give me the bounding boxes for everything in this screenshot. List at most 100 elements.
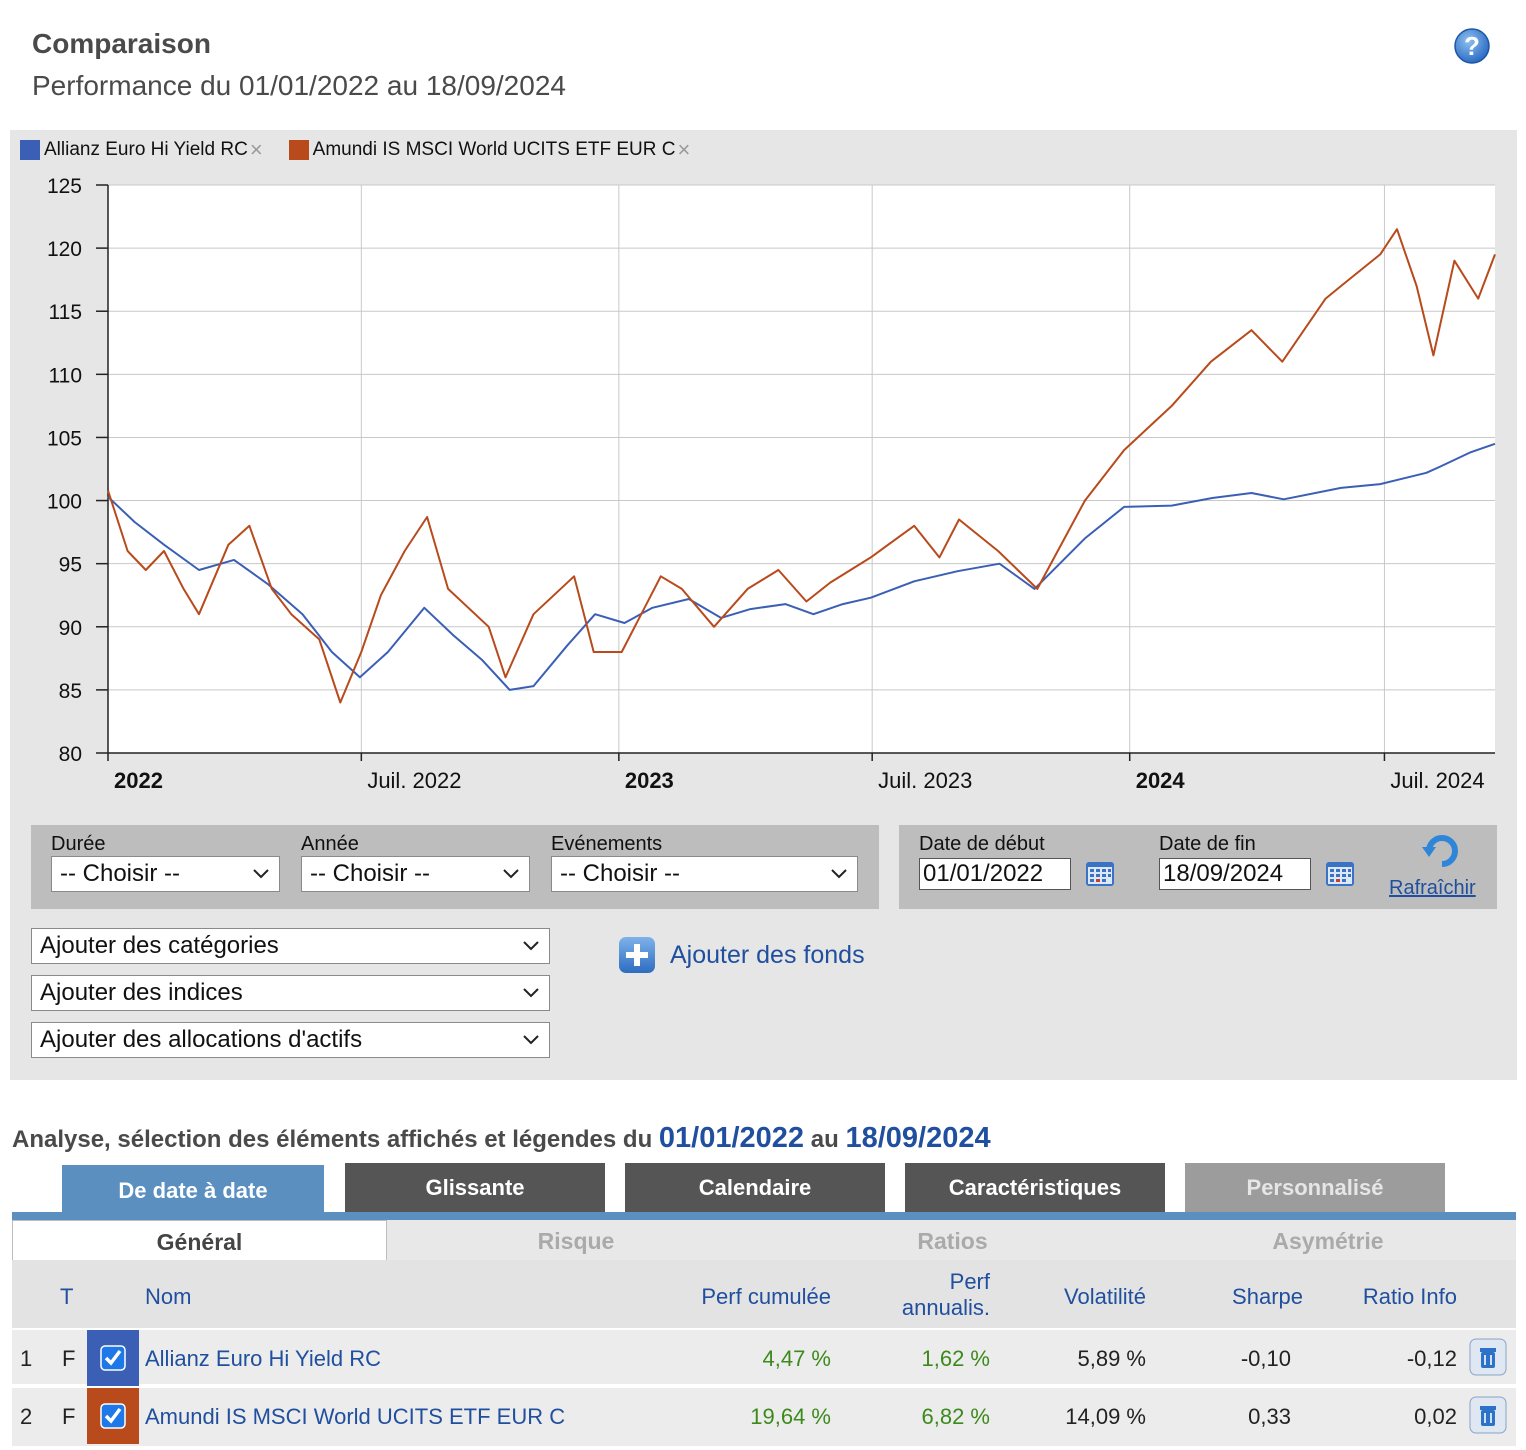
table-row: 2 F Amundi IS MSCI World UCITS ETF EUR C… xyxy=(12,1386,1516,1446)
col-header-volatilite[interactable]: Volatilité xyxy=(1064,1284,1146,1309)
annee-select[interactable]: -- Choisir -- xyxy=(301,856,530,892)
date-fin-label: Date de fin xyxy=(1159,833,1256,855)
legend-label-series-2: Amundi IS MSCI World UCITS ETF EUR C xyxy=(312,139,676,160)
row-type: F xyxy=(62,1404,76,1429)
y-tick-label: 115 xyxy=(49,301,82,324)
subtab-risque[interactable]: Risque xyxy=(537,1228,615,1254)
col-header-nom[interactable]: Nom xyxy=(145,1284,192,1309)
row-nom-link[interactable]: Allianz Euro Hi Yield RC xyxy=(145,1346,381,1371)
y-tick-label: 85 xyxy=(59,680,82,703)
performance-chart: 80 85 90 95 100 105 110 115 120 125 2022 Juil. 2022… xyxy=(47,175,1496,793)
chevron-down-icon xyxy=(523,941,539,951)
tab-caracteristiques[interactable]: Caractéristiques xyxy=(905,1163,1165,1213)
subtab-asymetrie[interactable]: Asymétrie xyxy=(1272,1228,1384,1254)
calendar-icon[interactable] xyxy=(1325,861,1355,887)
analyse-prefix: Analyse, sélection des éléments affichés… xyxy=(12,1126,653,1153)
tab-glissante[interactable]: Glissante xyxy=(345,1163,605,1213)
chevron-down-icon xyxy=(523,1035,539,1045)
x-tick-label: 2024 xyxy=(1136,768,1186,793)
tab-personnalise[interactable]: Personnalisé xyxy=(1185,1163,1445,1213)
legend-label-series-1: Allianz Euro Hi Yield RC xyxy=(44,139,248,160)
col-header-perf-annualis-line1[interactable]: Perf xyxy=(949,1269,990,1294)
x-tick-label: Juil. 2024 xyxy=(1390,768,1484,793)
ajouter-indices-select[interactable]: Ajouter des indices xyxy=(31,975,550,1011)
col-header-perf-annualis-line2[interactable]: annualis. xyxy=(901,1295,990,1320)
ajouter-fonds-label: Ajouter des fonds xyxy=(670,940,865,969)
y-tick-label: 90 xyxy=(59,617,82,640)
row-perf-cumulee: 4,47 % xyxy=(762,1346,832,1371)
row-sharpe: 0,33 xyxy=(1248,1404,1291,1429)
chart-legend: Allianz Euro Hi Yield RC × Amundi IS MSC… xyxy=(20,136,716,164)
row-perf-cumulee: 19,64 % xyxy=(750,1404,831,1429)
evenements-label: Evénements xyxy=(551,833,663,855)
row-perf-annualis: 6,82 % xyxy=(921,1404,991,1429)
x-tick-label: Juil. 2022 xyxy=(367,768,461,793)
series-visible-checkbox[interactable] xyxy=(87,1330,139,1386)
x-tick-label: 2022 xyxy=(114,768,163,793)
date-debut-input[interactable]: 01/01/2022 xyxy=(919,858,1071,890)
calendar-icon[interactable] xyxy=(1085,861,1115,887)
y-tick-label: 80 xyxy=(59,743,82,766)
col-header-perf-cumulee[interactable]: Perf cumulée xyxy=(701,1284,831,1309)
chevron-down-icon xyxy=(523,988,539,998)
plus-icon xyxy=(619,937,655,973)
duree-label: Durée xyxy=(51,833,106,855)
col-header-t: T xyxy=(60,1284,74,1309)
ajouter-categories-label: Ajouter des catégories xyxy=(40,932,279,959)
row-type: F xyxy=(62,1346,76,1371)
table-row: 1 F Allianz Euro Hi Yield RC 4,47 % 1,62… xyxy=(12,1328,1516,1386)
ajouter-categories-select[interactable]: Ajouter des catégories xyxy=(31,928,550,964)
legend-item-series-2: Amundi IS MSCI World UCITS ETF EUR C × xyxy=(288,137,691,162)
x-tick-label: 2023 xyxy=(625,768,674,793)
duree-select[interactable]: -- Choisir -- xyxy=(51,856,280,892)
row-nom-link[interactable]: Amundi IS MSCI World UCITS ETF EUR C xyxy=(145,1404,566,1429)
legend-swatch-series-1 xyxy=(20,140,40,160)
remove-series-2-icon[interactable]: × xyxy=(677,137,691,162)
delete-row-icon[interactable] xyxy=(1469,1396,1507,1434)
annee-select-value: -- Choisir -- xyxy=(310,860,430,887)
tab-underline xyxy=(12,1212,1516,1220)
series-line-2 xyxy=(107,228,1496,704)
period-filter-box: Durée Année Evénements -- Choisir -- -- … xyxy=(31,825,879,909)
refresh-link[interactable]: Rafraîchir xyxy=(1389,877,1476,899)
series-line-1 xyxy=(107,442,1496,691)
legend-swatch-series-2 xyxy=(288,140,309,160)
page-title: Comparaison xyxy=(32,28,211,59)
y-tick-label: 100 xyxy=(47,491,82,514)
y-tick-label: 110 xyxy=(49,364,82,387)
chevron-down-icon xyxy=(831,869,847,879)
help-icon[interactable]: ? xyxy=(1452,26,1492,66)
y-tick-label: 120 xyxy=(47,238,82,261)
refresh-icon[interactable] xyxy=(1421,831,1463,867)
analyse-middle: au xyxy=(810,1126,839,1153)
page-subtitle: Performance du 01/01/2022 au 18/09/2024 xyxy=(32,70,566,101)
x-tick-label: Juil. 2023 xyxy=(878,768,972,793)
row-sharpe: -0,10 xyxy=(1240,1346,1291,1371)
delete-row-icon[interactable] xyxy=(1469,1338,1507,1376)
tab-de-date-a-date[interactable]: De date à date xyxy=(62,1165,324,1215)
chart-panel: Allianz Euro Hi Yield RC × Amundi IS MSC… xyxy=(10,130,1517,1080)
remove-series-1-icon[interactable]: × xyxy=(249,137,263,162)
analyse-date-from: 01/01/2022 xyxy=(658,1122,805,1154)
subtab-general[interactable]: Général xyxy=(12,1220,387,1260)
row-index: 2 xyxy=(20,1404,33,1429)
row-index: 1 xyxy=(20,1346,33,1371)
y-tick-label: 95 xyxy=(59,554,82,577)
col-header-sharpe[interactable]: Sharpe xyxy=(1232,1284,1303,1309)
ajouter-fonds-button[interactable]: Ajouter des fonds xyxy=(618,936,865,974)
tab-calendaire[interactable]: Calendaire xyxy=(625,1163,885,1213)
date-fin-input[interactable]: 18/09/2024 xyxy=(1159,858,1311,890)
row-ratio-info: 0,02 xyxy=(1414,1404,1457,1429)
plot-area xyxy=(108,185,1495,753)
analyse-date-to: 18/09/2024 xyxy=(845,1122,991,1154)
col-header-ratio-info[interactable]: Ratio Info xyxy=(1362,1284,1457,1309)
date-filter-box: Date de début Date de fin 01/01/2022 18/… xyxy=(899,825,1497,909)
y-tick-label: 125 xyxy=(47,175,82,198)
ajouter-allocations-select[interactable]: Ajouter des allocations d'actifs xyxy=(31,1022,550,1058)
evenements-select[interactable]: -- Choisir -- xyxy=(551,856,858,892)
subtab-ratios[interactable]: Ratios xyxy=(917,1228,988,1254)
series-visible-checkbox[interactable] xyxy=(87,1388,139,1444)
chevron-down-icon xyxy=(503,869,519,879)
row-perf-annualis: 1,62 % xyxy=(921,1346,991,1371)
date-debut-label: Date de début xyxy=(919,833,1045,855)
